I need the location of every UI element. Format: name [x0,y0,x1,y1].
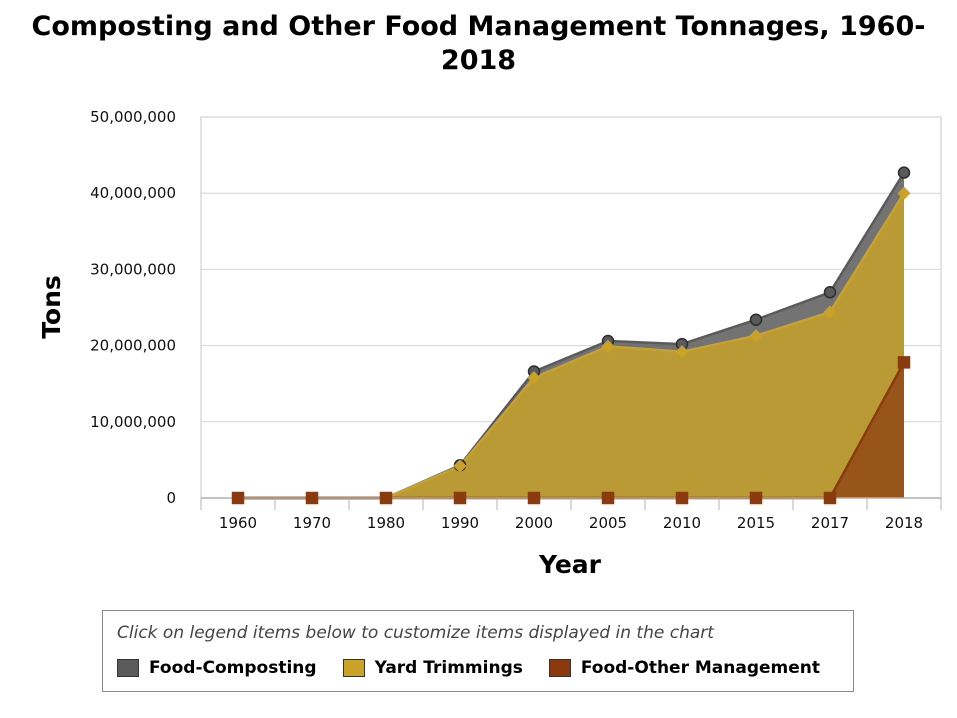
point-food-other-management[interactable] [675,491,689,505]
x-tick-label: 1970 [293,514,331,532]
point-yard-trimmings[interactable] [897,186,911,200]
legend-item-food-composting[interactable]: Food-Composting [117,658,317,678]
y-tick-label: 50,000,000 [90,108,176,126]
x-tick-label: 2005 [589,514,627,532]
x-tick-label: 2015 [737,514,775,532]
x-tick-label: 2000 [515,514,553,532]
y-tick-label: 20,000,000 [90,337,176,355]
legend-items: Food-Composting Yard Trimmings Food-Other … [117,658,820,678]
point-food-composting[interactable] [823,286,837,299]
y-tick-label: 40,000,000 [90,184,176,202]
area-chart: 0 10,000,000 20,000,000 30,000,000 40,000,00… [37,108,942,579]
point-yard-trimmings[interactable] [453,459,467,473]
point-food-other-management[interactable] [453,491,467,505]
legend-item-yard-trimmings[interactable]: Yard Trimmings [342,658,523,678]
x-tick-label: 1980 [367,514,405,532]
x-tick-label: 1990 [441,514,479,532]
point-yard-trimmings[interactable] [601,339,615,353]
point-food-other-management[interactable] [823,491,837,505]
series-markers [231,166,911,505]
legend: Click on legend items below to customize… [102,610,854,692]
y-tick-label: 10,000,000 [90,413,176,431]
y-tick-label: 0 [166,489,176,507]
area-yard-trimmings [238,193,904,498]
y-axis-ticks: 0 10,000,000 20,000,000 30,000,000 40,000,00… [90,108,176,507]
x-tick-label: 2018 [885,514,923,532]
point-food-composting[interactable] [749,313,763,326]
point-yard-trimmings[interactable] [749,329,763,343]
x-tick-label: 2017 [811,514,849,532]
chart-title-line-1: Composting and Other Food Management Ton… [31,11,926,42]
legend-swatch [117,659,139,677]
legend-label: Yard Trimmings [374,658,523,678]
legend-item-food-other-management[interactable]: Food-Other Management [548,658,821,678]
legend-label: Food-Composting [149,658,317,678]
point-food-composting[interactable] [897,166,911,179]
y-axis-title: Tons [37,275,66,339]
series-areas [238,171,906,500]
point-food-other-management[interactable] [601,491,615,505]
legend-swatch [342,659,365,677]
y-tick-label: 30,000,000 [90,260,176,278]
point-yard-trimmings[interactable] [823,305,837,319]
legend-hint: Click on legend items below to customize… [117,623,714,643]
chart-title-line-2: 2018 [440,45,517,76]
point-food-other-management[interactable] [749,491,763,505]
point-yard-trimmings[interactable] [527,371,541,385]
point-food-other-management[interactable] [379,491,393,505]
x-tick-label: 1960 [219,514,257,532]
point-food-other-management[interactable] [231,491,245,505]
legend-label: Food-Other Management [580,658,821,678]
chart-title: Composting and Other Food Management Ton… [0,10,957,78]
x-axis-ticks: 1960 1970 1980 1990 2000 2005 2010 2015 2017 2018 [200,498,942,532]
point-food-other-management[interactable] [527,491,541,505]
point-food-other-management[interactable] [897,356,911,369]
x-axis-title: Year [538,550,602,579]
point-yard-trimmings[interactable] [675,345,689,359]
point-food-other-management[interactable] [305,491,319,505]
legend-swatch [548,659,571,677]
x-tick-label: 2010 [663,514,701,532]
